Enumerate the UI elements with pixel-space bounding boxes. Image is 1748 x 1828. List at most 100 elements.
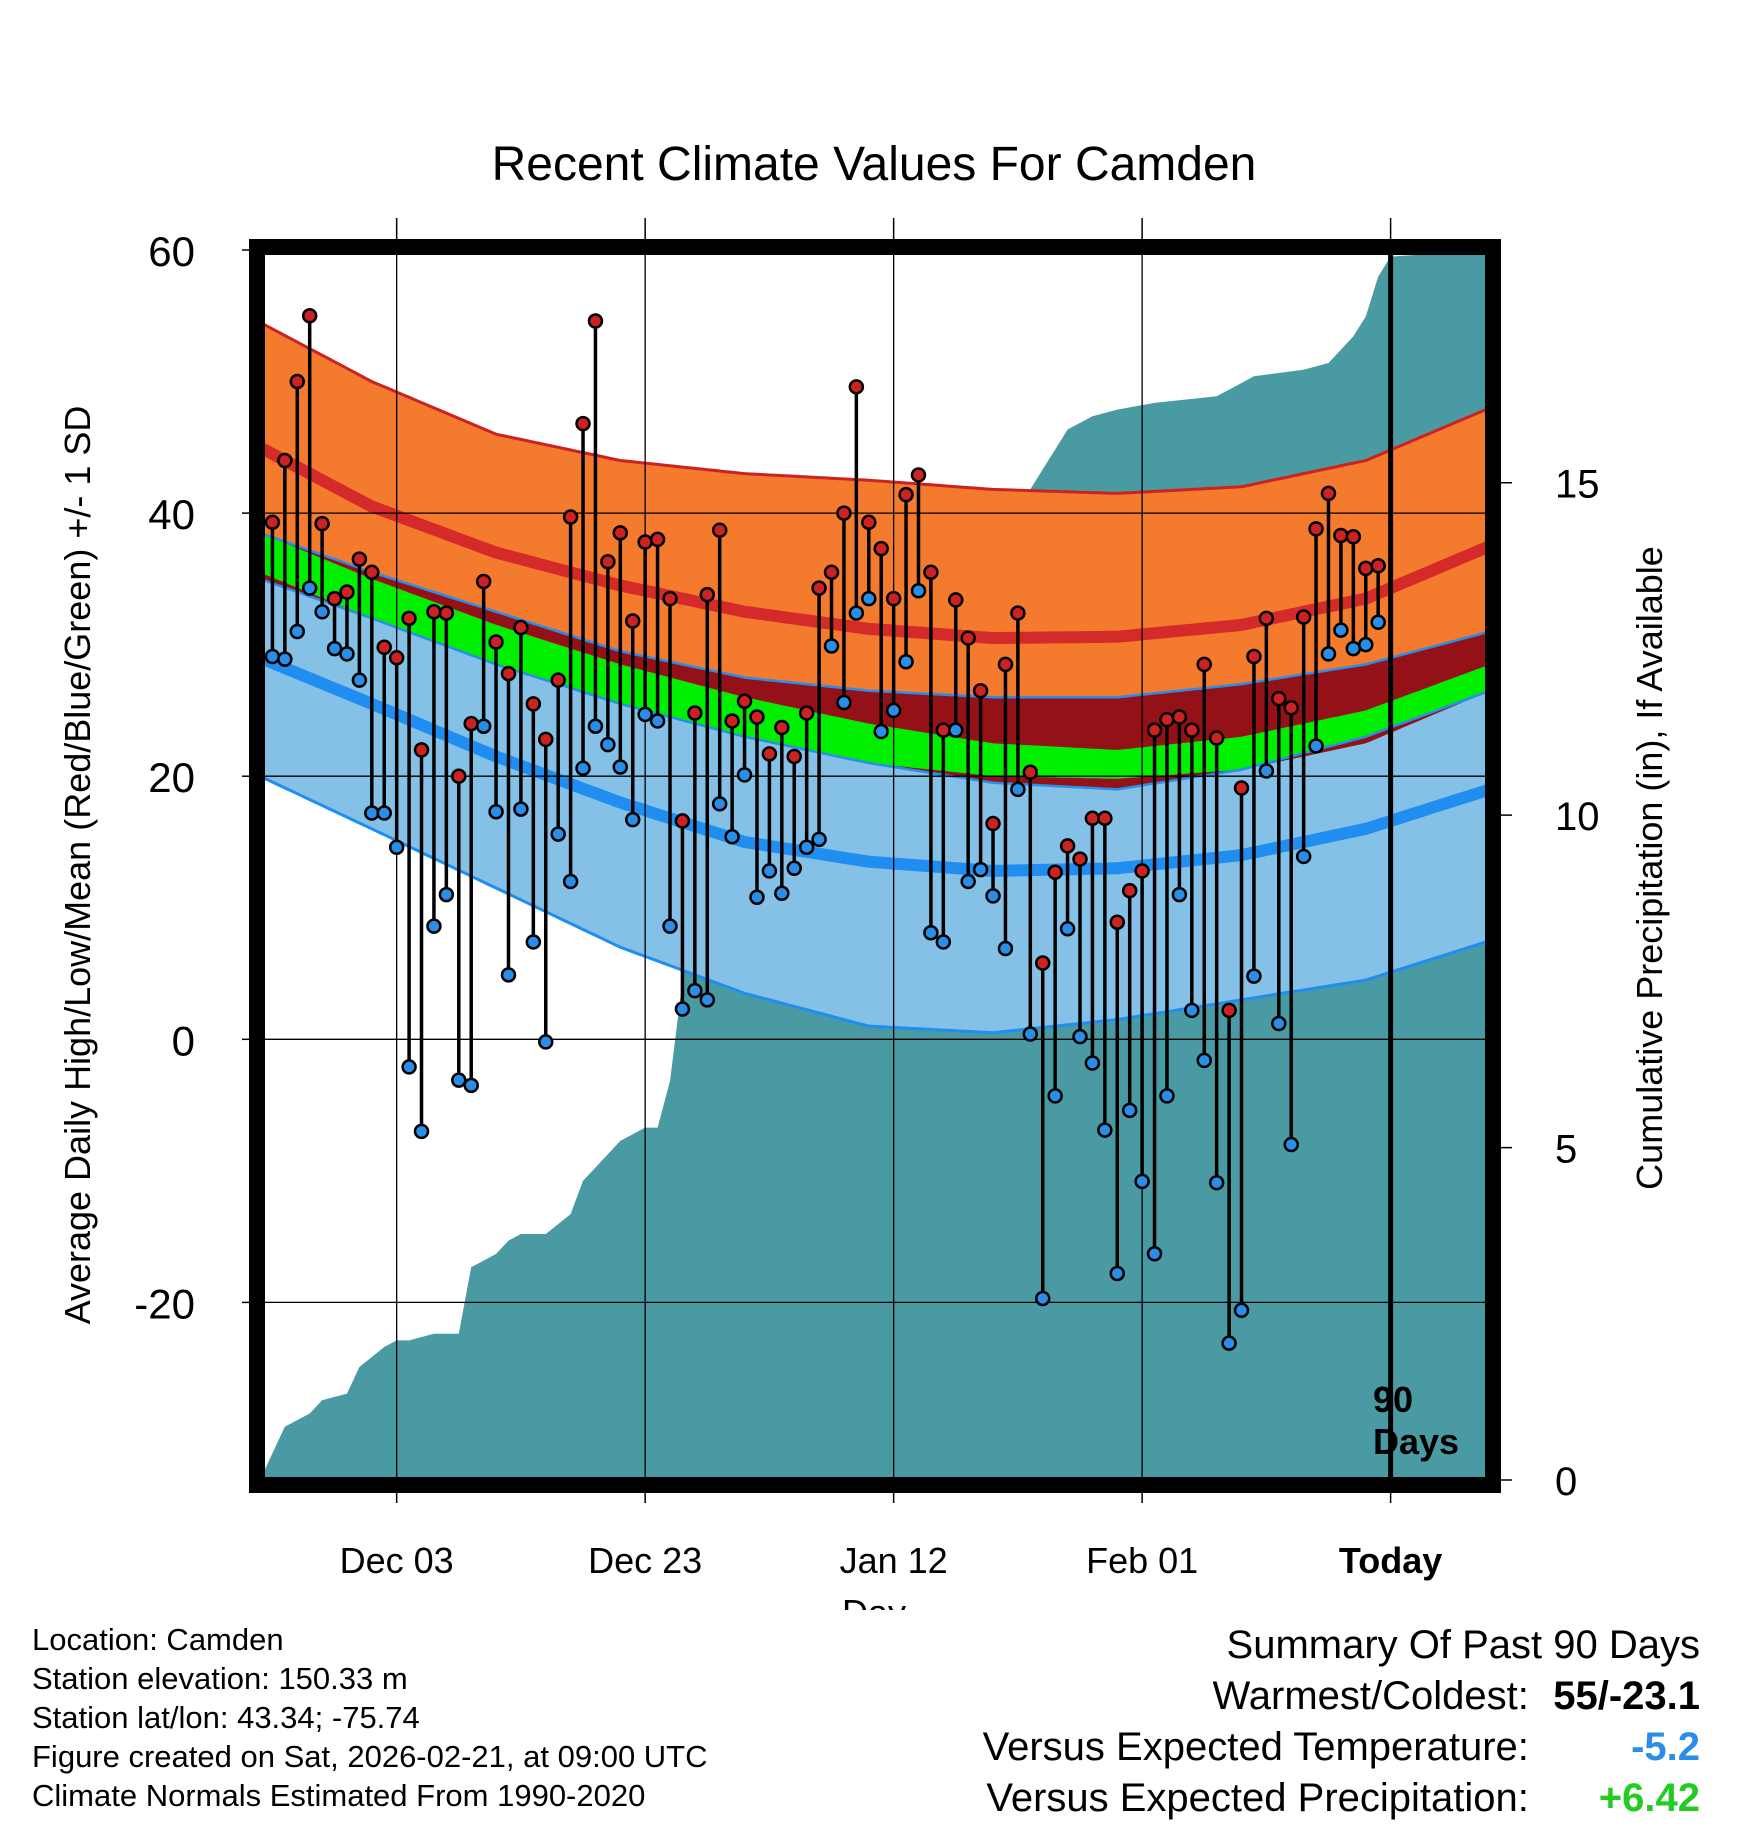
climate-chart: Recent Climate Values For Camden -20 0 20 4… (57, 138, 1670, 1610)
y-tick-label: 60 (148, 228, 195, 275)
daily-low-point (624, 811, 641, 828)
daily-low-point (898, 654, 914, 670)
daily-low-point (314, 604, 330, 620)
daily-high-point (376, 639, 392, 656)
daily-low-point (724, 828, 740, 845)
daily-low-point (1271, 1015, 1287, 1032)
y-axis-label: Average Daily High/Low/Mean (Red/Blue/Gr… (57, 406, 98, 1325)
daily-low-point (786, 860, 802, 877)
summary-panel: Summary Of Past 90 Days Warmest/Coldest:… (983, 1620, 1700, 1824)
daily-high-point (910, 467, 927, 483)
daily-high-point (289, 373, 306, 390)
daily-low-point (277, 651, 293, 667)
daily-low-point (736, 767, 753, 783)
daily-low-point (1184, 1002, 1200, 1019)
y-tick-label: 40 (148, 491, 195, 538)
latlon-text: Station lat/lon: 43.34; -75.74 (32, 1700, 420, 1735)
daily-low-point (711, 796, 728, 812)
daily-high-point (948, 592, 964, 608)
normal-low-sd-band (260, 578, 1490, 1033)
daily-high-point (823, 564, 840, 581)
daily-high-point (401, 610, 417, 627)
daily-high-point (1370, 557, 1386, 574)
daily-high-point (662, 590, 678, 607)
daily-low-point (923, 924, 939, 941)
daily-low-point (562, 873, 579, 890)
daily-high-point (749, 709, 765, 725)
x-tick-label: Feb 01 (1086, 1540, 1198, 1581)
daily-low-point (1208, 1174, 1225, 1191)
daily-high-point (811, 580, 827, 596)
daily-low-point (1146, 1245, 1163, 1262)
x-tick-label: Today (1339, 1540, 1442, 1581)
daily-low-point (823, 638, 840, 654)
daily-low-point (475, 718, 492, 734)
daily-high-point (1233, 780, 1250, 796)
daily-high-point (1246, 648, 1262, 665)
daily-low-point (264, 648, 281, 665)
daily-high-point (1022, 764, 1039, 781)
daily-low-point (1109, 1265, 1126, 1282)
daily-high-point (985, 815, 1001, 832)
chart-title: Recent Climate Values For Camden (492, 138, 1257, 191)
daily-low-point (1084, 1055, 1101, 1071)
daily-low-point (1283, 1136, 1299, 1153)
daily-low-point (1171, 886, 1188, 903)
daily-high-point (612, 525, 629, 541)
daily-low-point (1134, 1173, 1150, 1190)
daily-low-point (798, 839, 815, 855)
daily-low-point (463, 1077, 479, 1094)
daily-high-point (861, 514, 877, 531)
daily-low-point (1022, 1026, 1039, 1042)
warmest-coldest-value: 55/-23.1 (1553, 1674, 1700, 1718)
daily-low-point (960, 873, 976, 890)
daily-high-point (1146, 722, 1163, 738)
daily-low-point (649, 713, 666, 729)
daily-low-point (1370, 614, 1386, 631)
precip-departure-row: Versus Expected Precipitation: +6.42 (983, 1773, 1700, 1824)
daily-high-point (935, 722, 952, 738)
daily-high-point (1171, 709, 1188, 725)
x-tick-label: Jan 12 (840, 1540, 948, 1581)
daily-high-point (1097, 810, 1113, 827)
normal-high-line (260, 442, 1490, 645)
daily-high-point (1047, 864, 1063, 880)
daily-high-point (649, 531, 666, 548)
precip-departure-value: +6.42 (1598, 1776, 1700, 1820)
daily-low-point (811, 831, 827, 848)
daily-high-point (786, 748, 802, 765)
daily-observations-layer (264, 308, 1386, 1351)
daily-high-point (1345, 529, 1362, 545)
daily-high-point (997, 656, 1014, 673)
daily-high-point (513, 619, 529, 636)
daily-high-point (1134, 863, 1150, 879)
temp-departure-row: Versus Expected Temperature: -5.2 (983, 1722, 1700, 1773)
daily-high-point (264, 514, 281, 531)
daily-low-point (662, 918, 678, 934)
daily-high-point (637, 534, 653, 550)
daily-low-point (1097, 1122, 1113, 1138)
daily-high-point (525, 696, 542, 712)
normal-upper-overlap-band (260, 532, 1490, 750)
daily-high-point (885, 590, 902, 607)
daily-low-point (749, 889, 765, 905)
daily-low-point (1345, 640, 1362, 657)
warmest-coldest-row: Warmest/Coldest: 55/-23.1 (983, 1671, 1701, 1722)
daily-low-point (1320, 646, 1337, 662)
daily-high-point (1208, 730, 1225, 746)
y-tick-label: 20 (148, 754, 195, 801)
daily-high-point (711, 522, 728, 538)
normals-text: Climate Normals Estimated From 1990-2020 (32, 1778, 646, 1813)
daily-high-point (1283, 700, 1299, 716)
daily-high-point (538, 731, 554, 748)
daily-low-point (836, 694, 852, 711)
daily-low-point (1196, 1052, 1212, 1069)
daily-high-point (736, 693, 753, 709)
daily-low-point (1047, 1088, 1063, 1104)
normal-bands-layer (260, 321, 1490, 1035)
daily-high-point (1295, 609, 1312, 625)
daily-high-point (500, 665, 517, 682)
daily-low-point (289, 623, 306, 640)
daily-high-point (388, 650, 405, 666)
daily-high-point (451, 768, 467, 784)
